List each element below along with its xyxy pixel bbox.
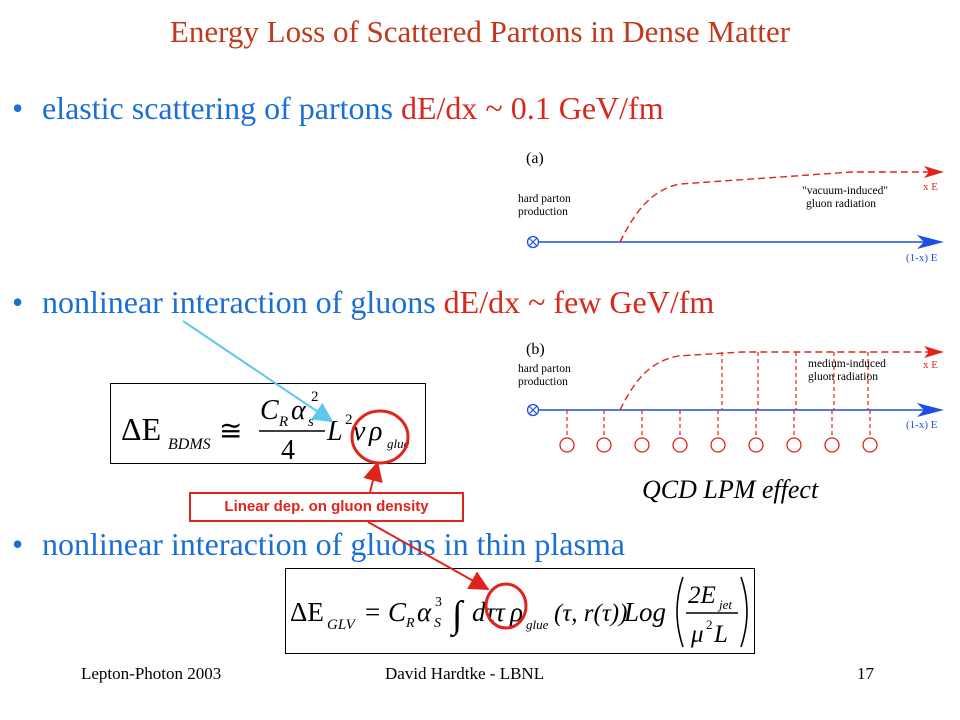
scattering-center-icon bbox=[824, 437, 840, 453]
bottom-energy-label: (1-x) E bbox=[906, 252, 938, 264]
bdms-equation-box: ΔE BDMS ≅ C R α s 2 4 L 2 ν ρ glue bbox=[110, 383, 426, 466]
bottom-energy-label: (1-x) E bbox=[906, 419, 938, 431]
eq-den-mu: μ bbox=[690, 621, 704, 648]
eq-alpha-sub: S bbox=[434, 616, 441, 631]
eq-alpha-sub: s bbox=[308, 414, 314, 430]
scattering-centers bbox=[566, 410, 871, 438]
eq-denominator: 4 bbox=[281, 435, 295, 462]
bullet-highlight: dE/dx ~ few GeV/fm bbox=[443, 284, 715, 320]
diagram-label: (a) bbox=[526, 150, 544, 167]
eq-rho: ρ bbox=[368, 416, 382, 447]
arrow-head-icon bbox=[924, 346, 944, 358]
eq-alpha: α bbox=[291, 395, 307, 426]
bullet-nonlinear: • nonlinear interaction of gluons dE/dx ~… bbox=[12, 284, 714, 321]
bullet-dot: • bbox=[12, 90, 24, 126]
bdms-equation: ΔE BDMS ≅ C R α s 2 4 L 2 ν ρ glue bbox=[121, 389, 410, 466]
footer-conference: Lepton-Photon 2003 bbox=[81, 664, 222, 683]
scattering-center-icon bbox=[634, 437, 650, 453]
bullet-thin-plasma: • nonlinear interaction of gluons in thin… bbox=[12, 526, 625, 563]
bullet-text: elastic scattering of partons bbox=[42, 90, 401, 126]
arrow-head-icon bbox=[924, 166, 944, 178]
eq-rho-sub: glue bbox=[526, 617, 549, 632]
eq-num-sub: jet bbox=[717, 597, 732, 612]
bullet-dot: • bbox=[12, 284, 24, 320]
left-label-line1: hard parton bbox=[518, 363, 571, 375]
left-label-line2: production bbox=[518, 376, 568, 388]
arrow-head-icon bbox=[917, 235, 944, 249]
radiation-label-line1: medium-induced bbox=[808, 358, 886, 370]
eq-alpha: α bbox=[417, 597, 432, 627]
eq-d-tau: dττ bbox=[472, 597, 506, 627]
eq-rho-sub: glue bbox=[387, 436, 410, 451]
scattering-center-icon bbox=[596, 437, 612, 453]
diagram-vacuum-radiation: (a) hard parton production "vacuum-induc… bbox=[518, 150, 944, 264]
scattering-center-icon bbox=[710, 437, 726, 453]
eq-nu: ν bbox=[353, 416, 366, 447]
eq-den-pow: 2 bbox=[706, 617, 713, 632]
eq-subscript: GLV bbox=[327, 617, 357, 633]
diagram-medium-radiation: (b) hard parton production medium-induce bbox=[518, 341, 944, 453]
eq-delta-e: ΔE bbox=[290, 597, 324, 627]
eq-rho: ρ bbox=[509, 597, 523, 627]
eq-c: C bbox=[388, 597, 407, 627]
bullet-dot: • bbox=[12, 526, 24, 562]
glv-equation: ΔE GLV = C R α S 3 ∫ dττ ρ glue (τ, r(τ)… bbox=[290, 576, 748, 648]
eq-num-sub: R bbox=[278, 414, 288, 430]
eq-numerator: C bbox=[260, 395, 279, 426]
top-energy-label: x E bbox=[923, 359, 938, 371]
scattering-center-icon bbox=[786, 437, 802, 453]
lpm-caption: QCD LPM effect bbox=[642, 475, 819, 504]
glv-equation-box: ΔE GLV = C R α S 3 ∫ dττ ρ glue (τ, r(τ)… bbox=[285, 568, 755, 654]
bullet-text: nonlinear interaction of gluons in thin … bbox=[42, 526, 625, 562]
diagram-label: (b) bbox=[526, 341, 545, 358]
radiation-label-line2: gluon radiation bbox=[806, 198, 876, 210]
scattering-center-icon bbox=[862, 437, 878, 453]
eq-c-sub: R bbox=[405, 616, 415, 631]
gluon-density-callout: Linear dep. on gluon density bbox=[189, 492, 464, 522]
page-number: 17 bbox=[857, 664, 874, 683]
eq-alpha-pow: 3 bbox=[435, 595, 442, 610]
gluon-line bbox=[619, 171, 930, 243]
pointer-arrow-red-up bbox=[363, 461, 383, 493]
footer-author: David Hardtke - LBNL bbox=[385, 664, 545, 683]
radiation-label-line2: gluon radiation bbox=[808, 371, 878, 383]
scattering-center-icon bbox=[672, 437, 688, 453]
scattering-center-icon bbox=[748, 437, 764, 453]
medium-radiation-lines bbox=[721, 352, 869, 410]
eq-delta-e: ΔE bbox=[121, 411, 161, 447]
arrow-head-icon bbox=[917, 403, 944, 417]
eq-equals: = bbox=[365, 597, 380, 627]
gluon-line bbox=[619, 351, 930, 411]
slide-title: Energy Loss of Scattered Partons in Dens… bbox=[169, 14, 791, 49]
eq-log: Log bbox=[623, 597, 666, 627]
eq-num: 2E bbox=[688, 582, 716, 609]
eq-approx: ≅ bbox=[219, 416, 242, 447]
left-label-line2: production bbox=[518, 206, 568, 218]
eq-subscript: BDMS bbox=[168, 436, 211, 453]
eq-integral: ∫ bbox=[450, 594, 465, 638]
bullet-text: nonlinear interaction of gluons bbox=[42, 284, 444, 320]
bullet-highlight: dE/dx ~ 0.1 GeV/fm bbox=[400, 90, 664, 126]
eq-len-power: 2 bbox=[345, 412, 353, 428]
vertex-icon bbox=[526, 235, 540, 249]
top-energy-label: x E bbox=[923, 181, 938, 193]
scattering-center-icon bbox=[559, 437, 575, 453]
bullet-elastic: • elastic scattering of partons dE/dx ~ 0… bbox=[12, 90, 664, 127]
eq-args: (τ, r(τ)) bbox=[554, 600, 627, 627]
eq-power: 2 bbox=[311, 389, 319, 405]
eq-length: L bbox=[326, 416, 343, 447]
left-label-line1: hard parton bbox=[518, 193, 571, 205]
vertex-icon bbox=[526, 403, 540, 417]
eq-den-l: L bbox=[713, 621, 728, 648]
radiation-label-line1: "vacuum-induced" bbox=[802, 185, 888, 197]
right-paren bbox=[740, 576, 748, 648]
left-paren bbox=[676, 576, 684, 648]
